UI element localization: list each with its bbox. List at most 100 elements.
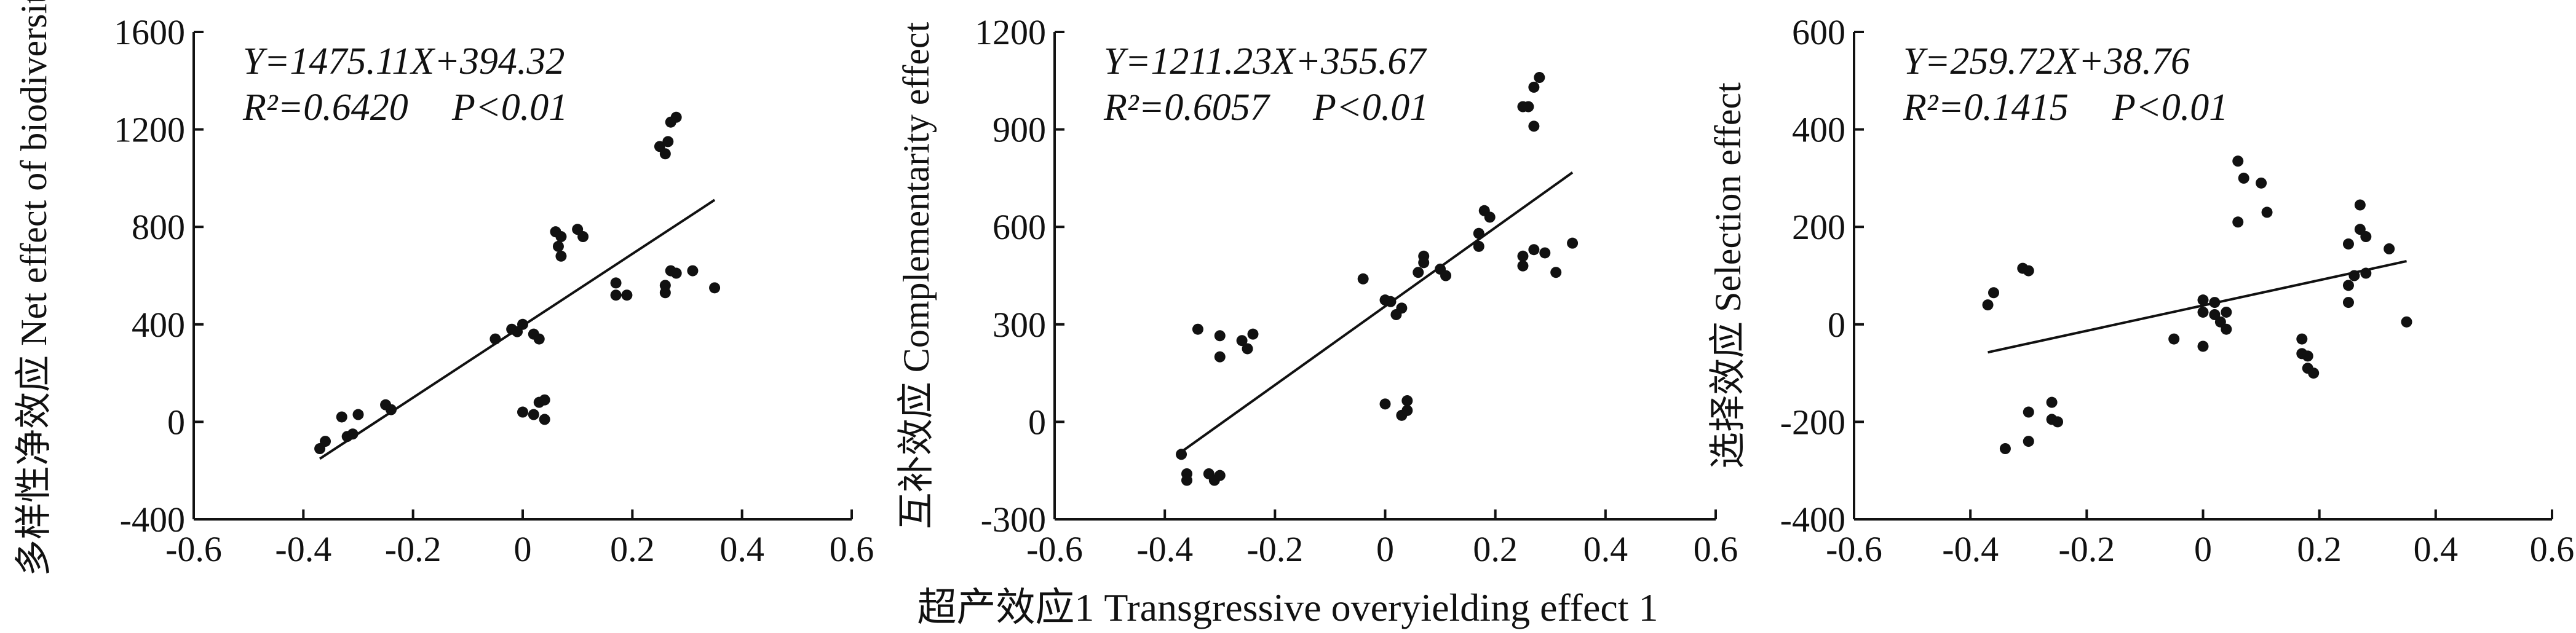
data-point xyxy=(610,277,622,289)
data-point xyxy=(670,267,682,279)
data-point xyxy=(2360,267,2372,279)
data-point xyxy=(1214,351,1226,363)
data-point xyxy=(2401,316,2412,328)
x-tick-label: -0.6 xyxy=(1026,529,1083,569)
y-tick-label: -300 xyxy=(981,500,1046,540)
x-tick-label: 0.4 xyxy=(1583,529,1628,569)
y-axis-label: 互补效应 Complementarity effect xyxy=(896,22,937,529)
data-point xyxy=(2354,199,2366,211)
y-tick-label: 600 xyxy=(993,207,1046,247)
y-axis-label: 选择效应 Selection effect xyxy=(1708,82,1748,469)
x-tick-label: -0.6 xyxy=(1826,529,1882,569)
x-tick-label: -0.4 xyxy=(275,529,331,569)
x-tick-label: -0.2 xyxy=(385,529,442,569)
y-tick-label: 0 xyxy=(1828,305,1845,345)
data-point xyxy=(2168,333,2180,345)
data-point xyxy=(1176,449,1187,460)
regression-fit-line xyxy=(1180,171,1574,453)
data-point xyxy=(1214,330,1226,342)
x-tick-label: -0.2 xyxy=(1246,529,1303,569)
data-point xyxy=(1418,257,1430,269)
shared-x-axis-label: 超产效应1 Transgressive overyielding effect … xyxy=(917,586,1658,629)
y-tick-label: 1600 xyxy=(114,12,185,52)
data-point xyxy=(1401,404,1413,416)
y-tick-label: 0 xyxy=(1028,402,1046,442)
x-tick-label: 0.2 xyxy=(610,529,655,569)
data-point xyxy=(539,394,550,406)
p-value-label: P<0.01 xyxy=(2112,87,2228,128)
y-tick-label: 200 xyxy=(1792,207,1845,247)
data-point xyxy=(1528,120,1540,132)
data-point xyxy=(1396,302,1408,314)
data-point xyxy=(1534,72,1545,84)
data-point xyxy=(2023,265,2034,277)
data-point xyxy=(687,265,699,277)
data-point xyxy=(489,333,501,345)
panel-complementarity-effect: -0.6 -0.4 -0.2 0 0.2 0.4 0.6 -300 0 300 600 900 1200… xyxy=(896,12,1738,569)
data-point xyxy=(2052,416,2064,428)
data-point xyxy=(709,282,721,294)
data-point xyxy=(336,411,347,423)
data-point xyxy=(2023,406,2034,418)
regression-equation: Y=1475.11X+394.32 xyxy=(243,41,565,82)
y-tick-label: 0 xyxy=(167,402,185,442)
data-point xyxy=(2256,177,2267,189)
data-point xyxy=(2209,297,2221,309)
data-point xyxy=(552,240,564,252)
x-tick-label: -0.4 xyxy=(1136,529,1193,569)
x-tick-label: 0 xyxy=(514,529,532,569)
data-point xyxy=(2302,350,2313,362)
x-tick-label: 0 xyxy=(2194,529,2212,569)
y-axis-label: 多样性净效应 Net effect of biodiversity xyxy=(14,0,54,576)
data-point xyxy=(1440,270,1452,281)
p-value-label: P<0.01 xyxy=(1312,87,1429,128)
x-tick-label: 0.6 xyxy=(2530,529,2575,569)
data-point xyxy=(2046,396,2058,408)
x-tick-label: 0.4 xyxy=(2414,529,2459,569)
data-point xyxy=(539,414,550,425)
data-point xyxy=(1982,299,1994,311)
x-tick-label: 0 xyxy=(1376,529,1394,569)
data-point xyxy=(1413,267,1424,278)
data-point xyxy=(1247,328,1259,340)
y-tick-label: 1200 xyxy=(114,110,185,150)
y-tick-label: -200 xyxy=(1780,402,1845,442)
data-point xyxy=(1385,296,1397,307)
data-point xyxy=(1214,470,1226,481)
panel-net-effect: -0.6 -0.4 -0.2 0 0.2 0.4 0.6 -400 0 400 800 1200 160… xyxy=(14,0,874,576)
y-tick-label: 800 xyxy=(132,207,185,247)
x-tick-label: -0.4 xyxy=(1942,529,1999,569)
regression-fit-line xyxy=(1987,260,2407,354)
data-point xyxy=(621,289,633,301)
data-point xyxy=(2360,231,2372,243)
regression-equation: Y=1211.23X+355.67 xyxy=(1104,41,1427,82)
data-point xyxy=(1236,335,1248,347)
data-point xyxy=(1484,211,1496,223)
y-tick-label: 400 xyxy=(132,305,185,345)
r-squared-label: R²=0.6057 xyxy=(1103,87,1271,128)
data-point xyxy=(533,333,545,345)
x-tick-label: 0.6 xyxy=(1694,529,1738,569)
data-point xyxy=(320,436,331,447)
data-point xyxy=(2197,340,2209,352)
data-point xyxy=(1528,81,1540,93)
data-point xyxy=(2232,155,2244,167)
x-tick-label: 0.4 xyxy=(719,529,764,569)
data-point xyxy=(659,280,671,291)
data-point xyxy=(1999,443,2011,455)
y-tick-label: 1200 xyxy=(975,12,1046,52)
x-tick-label: -0.6 xyxy=(165,529,222,569)
x-tick-label: 0.6 xyxy=(830,529,874,569)
data-point xyxy=(2023,436,2034,447)
data-point xyxy=(1528,244,1540,256)
data-point xyxy=(2342,297,2354,309)
data-point xyxy=(1379,398,1391,410)
x-tick-label: -0.2 xyxy=(2058,529,2115,569)
data-point xyxy=(2296,333,2308,345)
data-point xyxy=(2342,280,2354,291)
data-point xyxy=(2261,206,2273,218)
data-point xyxy=(2308,368,2320,379)
r-squared-label: R²=0.6420 xyxy=(242,87,408,128)
data-point xyxy=(2221,323,2232,335)
data-point xyxy=(2232,216,2244,228)
